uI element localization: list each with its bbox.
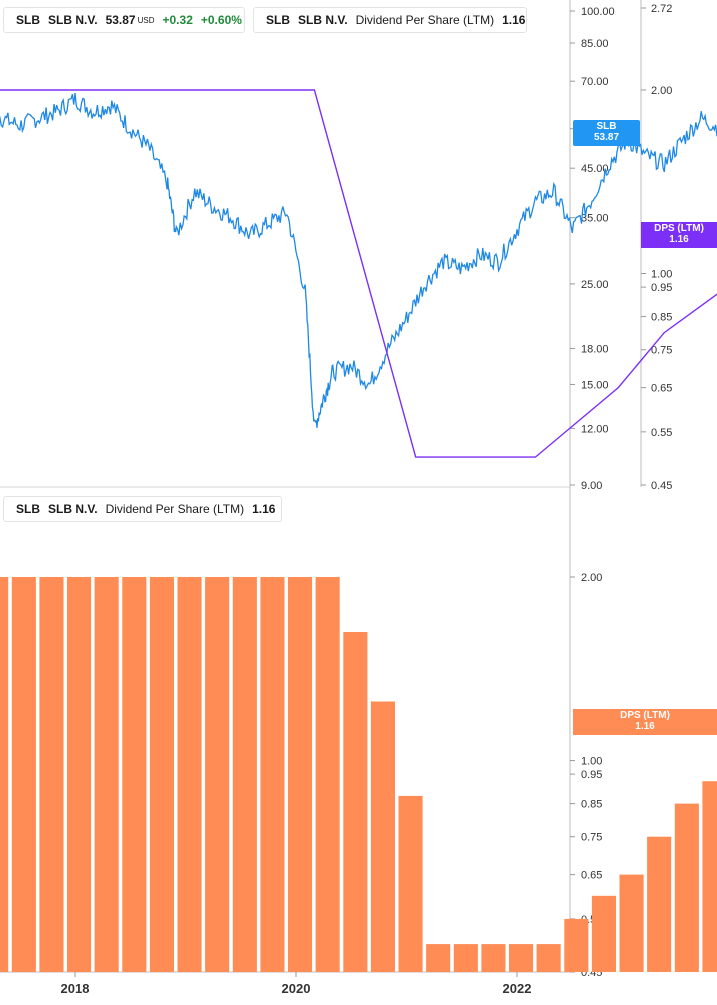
dps-bar bbox=[591, 895, 616, 972]
dps-bar bbox=[702, 781, 717, 972]
dps-bar bbox=[536, 944, 561, 972]
dps-top-tick-label: 1.00 bbox=[651, 269, 672, 281]
dps-top-tick-label: 0.85 bbox=[651, 312, 672, 324]
price-tag: SLB 53.87 bbox=[573, 120, 640, 146]
dps-top-tick-label: 0.95 bbox=[651, 282, 672, 294]
price-tick-label: 25.00 bbox=[581, 279, 609, 291]
dps-bar bbox=[509, 944, 534, 972]
dps-legend-top-name: SLB N.V. bbox=[298, 13, 348, 27]
dps-bottom-tick-label: 2.00 bbox=[581, 572, 602, 584]
price-tick-label: 18.00 bbox=[581, 344, 609, 356]
price-legend-price: 53.87 bbox=[105, 13, 136, 27]
dps-series-line bbox=[0, 89, 717, 458]
dps-bottom-tick-label: 0.75 bbox=[581, 832, 602, 844]
dps-tag-top: DPS (LTM) 1.16 bbox=[641, 222, 717, 248]
dps-top-tick-label: 0.75 bbox=[651, 345, 672, 357]
dps-legend-bottom[interactable]: SLB SLB N.V. Dividend Per Share (LTM) 1.… bbox=[3, 496, 282, 522]
dps-bar bbox=[315, 577, 340, 972]
price-legend-name: SLB N.V. bbox=[48, 13, 98, 27]
bars-layer bbox=[0, 577, 717, 972]
dps-bar bbox=[370, 701, 395, 972]
dps-bar bbox=[398, 795, 423, 972]
dps-bar bbox=[232, 577, 257, 972]
dps-bar bbox=[288, 577, 313, 972]
dps-bar bbox=[453, 944, 478, 972]
price-tick-label: 45.00 bbox=[581, 163, 609, 175]
dps-bar bbox=[343, 632, 368, 972]
time-tick-label: 2018 bbox=[61, 981, 90, 996]
dps-legend-bottom-ticker: SLB bbox=[16, 502, 40, 516]
dps-bar bbox=[39, 577, 64, 972]
time-tick-label: 2022 bbox=[503, 981, 532, 996]
dps-tag-bottom-label: DPS (LTM) bbox=[620, 710, 670, 721]
dps-top-tick-label: 0.45 bbox=[651, 480, 672, 492]
price-legend-unit: USD bbox=[137, 15, 155, 25]
dps-legend-top-ticker: SLB bbox=[266, 13, 290, 27]
price-tag-ticker: SLB bbox=[596, 121, 617, 132]
dps-bar bbox=[647, 836, 672, 972]
dps-legend-top[interactable]: SLB SLB N.V. Dividend Per Share (LTM) 1.… bbox=[253, 7, 527, 33]
price-tick-label: 12.00 bbox=[581, 423, 609, 435]
dps-bar bbox=[0, 577, 9, 972]
price-legend-ticker: SLB bbox=[16, 13, 40, 27]
time-tick-label: 2020 bbox=[282, 981, 311, 996]
dps-bar bbox=[674, 803, 699, 972]
dps-bar bbox=[177, 577, 202, 972]
dps-bar bbox=[426, 944, 451, 972]
dps-tag-top-value: 1.16 bbox=[669, 234, 689, 245]
dps-tag-bottom: DPS (LTM) 1.16 bbox=[573, 709, 717, 735]
dps-top-tick-label: 0.55 bbox=[651, 427, 672, 439]
dps-bar bbox=[260, 577, 285, 972]
dps-bar bbox=[564, 918, 589, 972]
dps-bar bbox=[619, 874, 644, 972]
dps-tag-bottom-value: 1.16 bbox=[635, 721, 655, 732]
price-legend-change-pct: +0.60% bbox=[200, 13, 242, 27]
dps-top-tick-label: 2.72 bbox=[651, 3, 672, 15]
dps-bar bbox=[122, 577, 147, 972]
price-legend-change: +0.32 bbox=[162, 13, 193, 27]
dps-bottom-tick-label: 0.85 bbox=[581, 799, 602, 811]
price-tick-label: 85.00 bbox=[581, 38, 609, 50]
dps-bar bbox=[149, 577, 174, 972]
price-tick-label: 35.00 bbox=[581, 213, 609, 225]
dps-bar bbox=[11, 577, 36, 972]
dps-bar bbox=[94, 577, 119, 972]
dps-bar bbox=[67, 577, 92, 972]
dps-bar bbox=[481, 944, 506, 972]
dps-bottom-tick-label: 0.95 bbox=[581, 769, 602, 781]
dps-bar bbox=[205, 577, 230, 972]
series-layer bbox=[0, 89, 717, 458]
price-tick-label: 15.00 bbox=[581, 379, 609, 391]
dps-tag-top-label: DPS (LTM) bbox=[654, 223, 704, 234]
dps-legend-bottom-metric: Dividend Per Share (LTM) bbox=[105, 502, 245, 516]
price-tick-label: 9.00 bbox=[581, 480, 602, 492]
dps-legend-top-metric: Dividend Per Share (LTM) bbox=[355, 13, 495, 27]
dps-bottom-tick-label: 0.65 bbox=[581, 870, 602, 882]
price-tick-label: 100.00 bbox=[581, 6, 615, 18]
price-series-line bbox=[0, 93, 717, 428]
dps-top-tick-label: 2.00 bbox=[651, 85, 672, 97]
dps-legend-bottom-name: SLB N.V. bbox=[48, 502, 98, 516]
dps-top-tick-label: 0.65 bbox=[651, 383, 672, 395]
dps-legend-top-value: 1.16 bbox=[502, 13, 526, 27]
price-tick-label: 70.00 bbox=[581, 76, 609, 88]
dps-legend-bottom-value: 1.16 bbox=[252, 502, 276, 516]
dps-bottom-tick-label: 1.00 bbox=[581, 756, 602, 768]
price-tag-value: 53.87 bbox=[593, 132, 620, 143]
price-legend[interactable]: SLB SLB N.V. 53.87 USD +0.32 +0.60% bbox=[3, 7, 245, 33]
